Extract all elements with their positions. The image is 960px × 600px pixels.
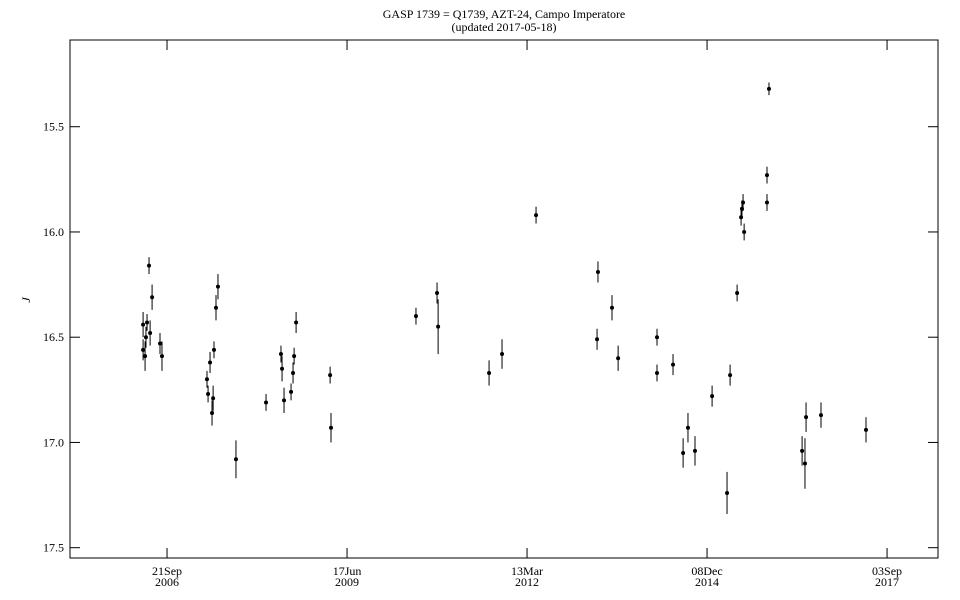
data-point [818,413,823,418]
y-tick-label: 16.5 [43,330,64,344]
y-tick-label: 15.5 [43,120,64,134]
plot-frame [69,39,939,559]
x-tick-label: 17Jun 2009 [332,564,362,589]
data-point [741,200,746,205]
data-point [804,415,809,420]
data-point [863,427,868,432]
y-tick-label: 17.5 [43,541,64,555]
data-point [671,362,676,367]
data-point [280,366,285,371]
data-point [213,305,218,310]
chart-subtitle: (updated 2017-05-18) [452,20,557,34]
data-point [436,324,441,329]
data-point [435,291,440,296]
data-point [294,320,299,325]
data-point [692,448,697,453]
data-point [204,377,209,382]
data-point [206,392,211,397]
data-point [802,461,807,466]
data-point [800,448,805,453]
data-point [289,389,294,394]
data-point [150,295,155,300]
data-point [500,352,505,357]
data-point [143,354,148,359]
x-tick-label: 21Sep 2006 [152,564,183,589]
data-point [764,173,769,178]
data-point [329,425,334,430]
data-point [725,490,730,495]
data-point [212,347,217,352]
data-point [595,337,600,342]
data-point [655,335,660,340]
data-point [681,450,686,455]
data-point [764,200,769,205]
data-point [595,269,600,274]
x-tick-label: 13Mar 2012 [511,564,544,589]
y-tick-label: 16.0 [43,225,64,239]
data-point [610,305,615,310]
data-point [735,291,740,296]
data-point [159,354,164,359]
data-point [710,394,715,399]
data-point [141,347,146,352]
chart-title: GASP 1739 = Q1739, AZT-24, Campo Imperat… [383,7,626,21]
data-point [728,373,733,378]
data-point [278,352,283,357]
data-point [233,457,238,462]
data-point [413,314,418,319]
data-point [282,398,287,403]
data-point [534,213,539,218]
data-point [685,425,690,430]
data-point [292,354,297,359]
data-point [145,320,150,325]
data-point [215,284,220,289]
data-point [141,322,146,327]
y-axis-label: J [19,297,33,303]
data-point [264,400,269,405]
y-tick-label: 17.0 [43,435,64,449]
data-point [616,356,621,361]
data-point [211,396,216,401]
x-tick-label: 08Dec 2014 [691,564,723,589]
data-point [766,86,771,91]
data-point [158,341,163,346]
data-point [208,360,213,365]
data-point [487,370,492,375]
data-point [328,373,333,378]
data-point [742,229,747,234]
x-tick-label: 03Sep 2017 [872,564,903,589]
data-point [655,370,660,375]
data-point [291,370,296,375]
data-point [148,330,153,335]
data-point [210,410,215,415]
data-point [143,335,148,340]
data-point [147,263,152,268]
